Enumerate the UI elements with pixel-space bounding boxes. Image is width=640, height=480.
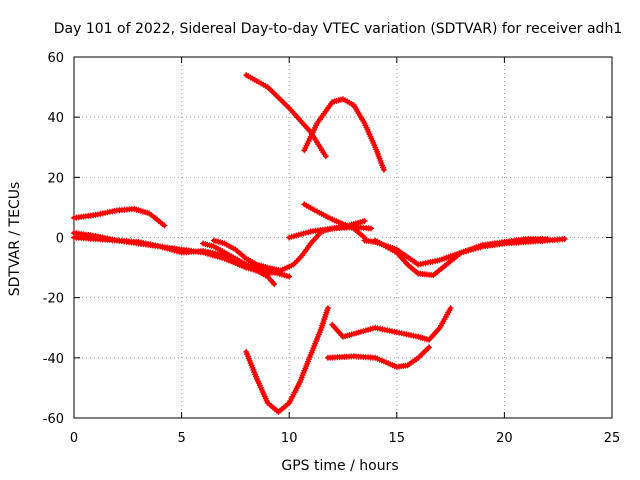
x-tick-label: 10 [281, 431, 298, 446]
data-point [561, 236, 568, 243]
data-point [544, 236, 551, 243]
series-trace-6 [286, 224, 374, 241]
y-tick-label: -60 [43, 412, 64, 427]
series-trace-10 [243, 72, 329, 160]
chart-title: Day 101 of 2022, Sidereal Day-to-day VTE… [54, 21, 622, 37]
x-tick-label: 20 [496, 431, 513, 446]
y-tick-label: 60 [47, 51, 64, 66]
data-point [322, 153, 329, 160]
series-trace-4 [200, 240, 278, 288]
data-point [426, 344, 433, 351]
x-tick-label: 0 [70, 431, 78, 446]
y-tick-label: 40 [47, 111, 64, 126]
series-trace-12 [243, 305, 331, 415]
data-point [447, 305, 454, 312]
series-trace-3 [71, 234, 284, 277]
series-trace-7 [301, 201, 368, 241]
data-point [367, 225, 374, 232]
y-tick-label: 20 [47, 171, 64, 186]
series-trace-14 [324, 344, 433, 370]
data-point [161, 222, 168, 229]
series-trace-13 [329, 305, 454, 343]
y-tick-label: 0 [56, 232, 64, 247]
axis-ticks: 0 5 10 15 20 25 -60 -40 -20 0 20 40 60 [43, 51, 621, 446]
data-point [286, 273, 293, 280]
y-axis-label: SDTVAR / TECUs [7, 182, 23, 297]
x-tick-label: 25 [604, 431, 621, 446]
series-line [244, 306, 330, 414]
series-trace-11 [301, 96, 387, 173]
y-tick-label: -20 [43, 292, 64, 307]
data-point [324, 305, 331, 312]
data-point [361, 217, 368, 224]
data-point [271, 281, 278, 288]
series-layer [71, 72, 568, 415]
y-tick-label: -40 [43, 352, 64, 367]
x-axis-label: GPS time / hours [281, 458, 398, 474]
x-tick-label: 15 [389, 431, 406, 446]
x-tick-label: 5 [177, 431, 185, 446]
series-trace-1 [71, 205, 168, 229]
series-line [244, 73, 328, 159]
data-point [380, 166, 387, 173]
series-trace-9 [372, 236, 551, 279]
